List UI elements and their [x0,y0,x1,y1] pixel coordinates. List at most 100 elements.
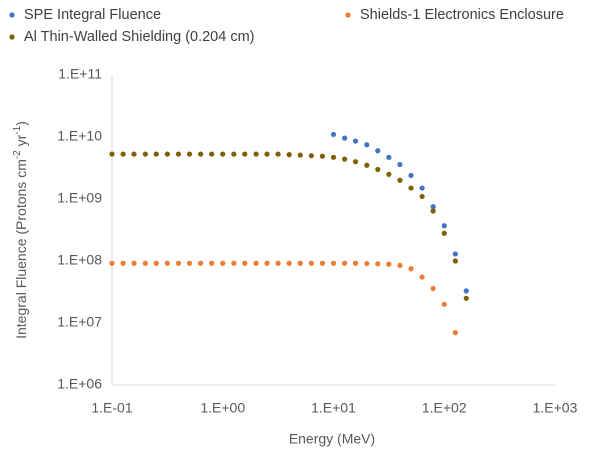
point [397,262,403,268]
point [386,154,392,160]
point [297,152,303,158]
point [242,151,248,157]
point [319,153,326,159]
point [286,260,292,266]
x-tick-label: 1.E+01 [311,400,356,416]
y-tick-label: 1.E+10 [57,128,102,144]
point [330,260,337,266]
point [408,172,414,179]
legend-marker [345,12,351,18]
point [297,260,303,266]
point [375,166,381,173]
point [419,193,425,200]
point [419,185,425,191]
point [164,260,170,266]
point [386,171,392,177]
point [352,159,359,165]
point [408,266,414,272]
legend: SPE Integral Fluence Shields-1 Electronic… [9,7,564,45]
point [253,151,259,157]
point [430,285,436,292]
point [164,151,170,157]
point [109,151,115,157]
y-tick-label: 1.E+09 [57,190,102,206]
legend-marker [9,34,15,40]
point [463,295,469,301]
y-title-sup: -1 [12,125,23,134]
point [209,151,215,157]
point [308,260,314,266]
point [198,151,204,157]
y-tick-label: 1.E+07 [57,314,102,330]
point [364,142,370,148]
point [386,261,392,267]
legend-label: Shields-1 Electronics Enclosure [360,7,564,23]
x-axis-title: Energy (MeV) [289,431,375,447]
x-tick-label: 1.E+02 [422,400,467,416]
point [186,151,193,157]
point [441,223,447,229]
point [352,260,359,266]
point [408,185,414,191]
point [330,131,337,138]
point [430,208,436,214]
point [397,177,403,183]
point [220,260,226,266]
point [231,260,237,266]
point [264,260,270,266]
point [253,260,259,266]
point [109,260,115,266]
y-title-part: ) [13,121,29,126]
point [441,230,447,236]
x-tick-label: 1.E+00 [200,400,245,416]
y-tick-label: 1.E+11 [58,66,102,82]
point [120,151,126,157]
point [364,260,370,267]
point [419,274,425,280]
point [231,151,237,157]
x-tick-label: 1.E-01 [91,400,132,416]
point [142,151,148,157]
point [175,260,182,266]
legend-marker [9,12,15,18]
point [375,148,381,154]
point [286,152,292,158]
point [120,260,126,266]
point [452,258,458,264]
point [319,260,326,266]
point [131,151,137,157]
point [375,261,381,267]
point [275,151,281,157]
point [352,138,359,144]
y-axis-title: Integral Fluence (Protons cm-2 yr-1) [12,121,29,339]
y-tick-label: 1.E+06 [57,376,102,392]
point [153,260,159,266]
point [441,301,447,307]
y-tick-label: 1.E+08 [57,252,102,268]
point [342,260,348,266]
point [397,161,403,168]
x-tick-label: 1.E+03 [533,400,578,416]
point [175,151,182,157]
point [186,260,193,266]
point [220,151,226,157]
y-title-part: yr [13,134,29,150]
point [364,162,370,168]
y-title-sup: -2 [12,150,23,159]
point [463,288,469,294]
legend-label: SPE Integral Fluence [24,7,161,23]
point [131,260,137,266]
point [242,260,248,266]
point [275,260,281,266]
point [142,260,148,266]
point [330,154,337,160]
point [342,156,348,162]
point [198,260,204,266]
point [308,153,314,159]
point [264,151,270,157]
legend-label: Al Thin-Walled Shielding (0.204 cm) [24,29,255,45]
point [430,204,436,210]
point [342,135,348,141]
point [153,151,159,157]
